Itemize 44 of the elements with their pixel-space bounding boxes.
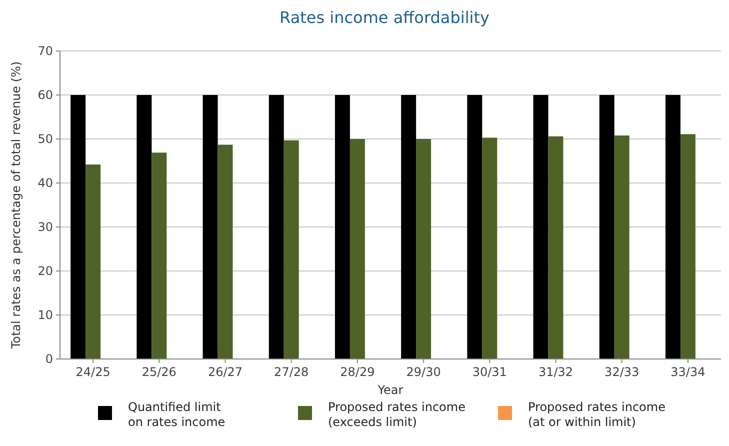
y-axis-title: Total rates as a percentage of total revenue (%)	[9, 61, 23, 350]
legend-label: Proposed rates income (at or within limit)	[528, 400, 666, 429]
bar	[202, 95, 218, 359]
bar	[401, 95, 416, 359]
y-tick-label: 40	[38, 176, 53, 190]
bar	[665, 95, 680, 359]
bar	[350, 139, 365, 359]
bar	[152, 152, 167, 359]
x-tick-label: 31/32	[538, 365, 574, 379]
x-axis-title: Year	[376, 383, 404, 397]
x-tick-label: 24/25	[76, 365, 110, 379]
bar	[86, 164, 101, 359]
bar	[268, 95, 284, 359]
x-tick-label: 32/33	[604, 365, 640, 379]
bar	[482, 138, 498, 359]
x-tick-label: 25/26	[142, 365, 176, 379]
legend-label: Quantified limit on rates income	[128, 400, 226, 429]
bar	[416, 139, 432, 359]
bar	[284, 140, 299, 359]
bar	[136, 95, 152, 359]
x-tick-label: 33/34	[670, 365, 706, 379]
x-tick-label: 26/27	[208, 365, 243, 379]
bar	[680, 134, 696, 359]
x-tick-label: 29/30	[406, 365, 441, 379]
y-tick-label: 30	[38, 220, 53, 234]
y-tick-label: 50	[38, 132, 53, 146]
y-tick-label: 20	[38, 264, 53, 278]
x-tick-label: 27/28	[274, 365, 309, 379]
bar	[599, 95, 614, 359]
x-tick-label: 28/29	[340, 365, 375, 379]
y-tick-label: 60	[38, 88, 53, 102]
bar	[218, 144, 233, 359]
bar	[334, 95, 350, 359]
bar	[467, 95, 482, 359]
chart-title: Rates income affordability	[280, 8, 490, 27]
y-tick-label: 10	[38, 308, 53, 322]
bar	[548, 136, 564, 359]
x-tick-label: 30/31	[472, 365, 507, 379]
y-tick-label: 70	[38, 44, 53, 58]
bar	[70, 95, 86, 359]
legend-label: Proposed rates income (exceeds limit)	[328, 400, 466, 429]
y-tick-label: 0	[45, 352, 53, 366]
bar	[614, 135, 630, 359]
bar	[533, 95, 548, 359]
